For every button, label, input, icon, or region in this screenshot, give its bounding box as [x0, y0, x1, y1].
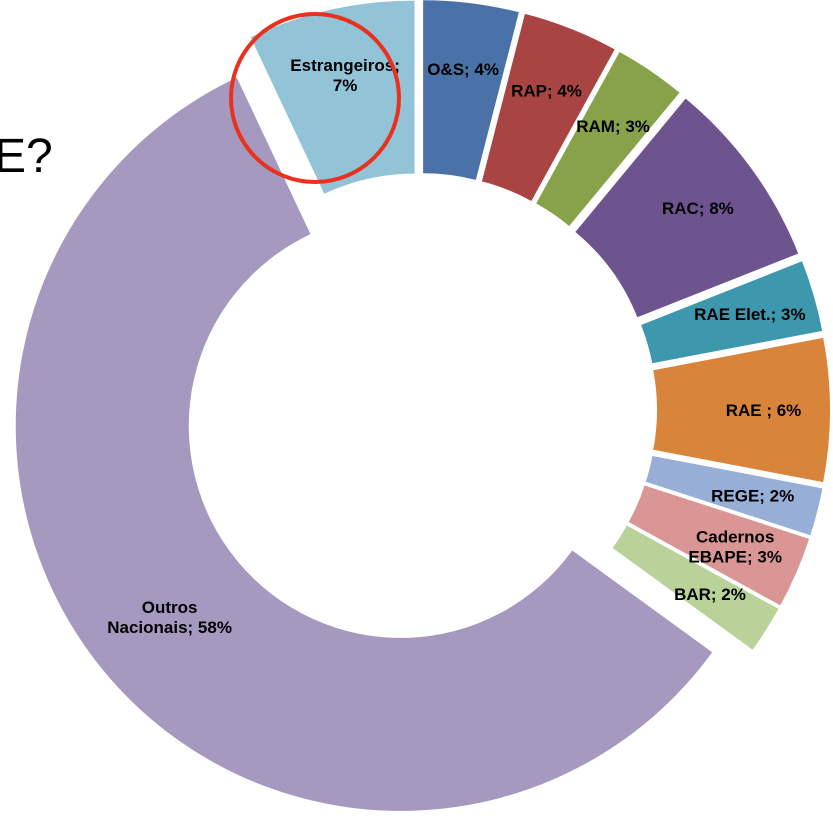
slice	[612, 525, 779, 650]
data-label: Estrangeiros; 7%	[290, 56, 400, 95]
annotation: E?	[0, 130, 53, 183]
slice	[575, 98, 799, 318]
slice	[653, 337, 830, 483]
slice	[15, 77, 713, 811]
data-label: RAM; 3%	[576, 117, 650, 136]
data-label: RAP; 4%	[511, 82, 582, 101]
labels: O&S; 4% RAP; 4% RAM; 3% RAC; 8% RAE Elet.; 3…	[107, 56, 805, 637]
slice	[645, 455, 823, 536]
slice	[423, 0, 519, 180]
slice	[536, 51, 680, 226]
slice	[250, 0, 415, 194]
slice	[628, 485, 810, 606]
data-label: BAR; 2%	[674, 585, 746, 604]
data-label: RAE ; 6%	[726, 401, 802, 420]
slice	[481, 13, 615, 201]
data-label: RAC; 8%	[662, 199, 734, 218]
slice	[641, 261, 823, 364]
data-label: Cadernos EBAPE; 3%	[688, 527, 782, 566]
data-label: Outros Nacionais; 58%	[107, 598, 232, 637]
data-label: O&S; 4%	[427, 60, 499, 79]
data-label: RAE Elet.; 3%	[694, 305, 805, 324]
highlight-circle	[229, 12, 401, 184]
slices	[15, 0, 830, 811]
data-label: REGE; 2%	[711, 486, 794, 505]
